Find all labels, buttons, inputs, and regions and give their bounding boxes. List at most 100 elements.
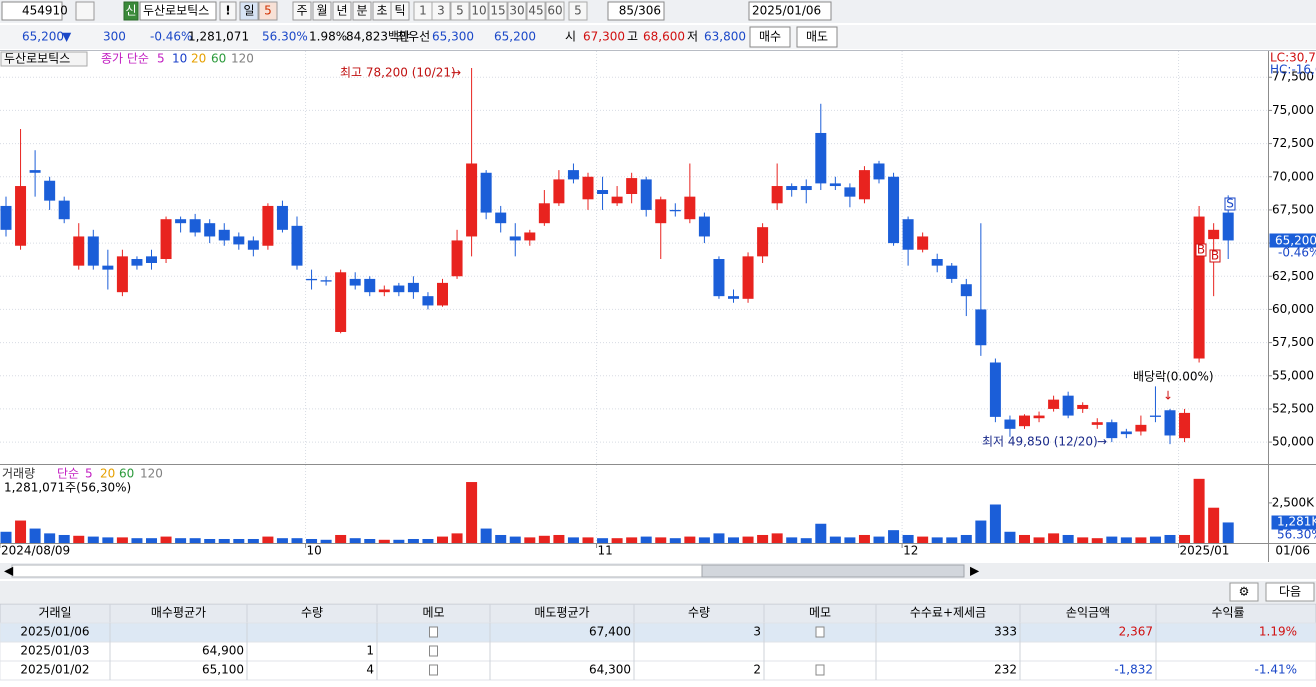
info-volume-ratio: 56.30% xyxy=(262,30,308,44)
y-tick-label: 72,500 xyxy=(1272,136,1314,150)
candle-body xyxy=(1077,404,1089,409)
volume-bar xyxy=(262,536,274,543)
interval-label: 1 xyxy=(419,4,427,18)
next-button[interactable] xyxy=(1265,582,1315,602)
volume-bar xyxy=(829,536,841,543)
signal-label: S xyxy=(1226,197,1234,211)
period-button[interactable] xyxy=(332,1,352,21)
candle-body xyxy=(1120,431,1132,435)
volume-bar xyxy=(858,534,870,543)
candle-body xyxy=(538,203,550,224)
candle-body xyxy=(247,240,259,250)
high-annotation: 최고 78,200 (10/21) xyxy=(340,66,456,80)
candle-body xyxy=(1149,415,1161,417)
settings-icon: ⚙ xyxy=(1239,585,1250,599)
volume-bar xyxy=(1164,534,1176,543)
candle-body xyxy=(276,205,288,230)
title-box xyxy=(0,51,88,67)
interval-label: 60 xyxy=(547,4,562,18)
settings-button[interactable] xyxy=(1229,582,1259,602)
cell-date: 2025/01/02 xyxy=(20,663,89,677)
candle-body xyxy=(320,280,332,282)
next-label: 다음 xyxy=(1279,585,1301,599)
volume-bar xyxy=(480,528,492,543)
candle-body xyxy=(858,170,870,200)
volume-bar xyxy=(407,538,419,543)
search-button[interactable] xyxy=(75,1,95,21)
cell: -1,832 xyxy=(1114,663,1153,677)
buy-label[interactable]: 매수 xyxy=(759,30,781,44)
interval-button[interactable] xyxy=(526,1,546,21)
volume-bar xyxy=(946,537,958,543)
y-tick-label: 62,500 xyxy=(1272,269,1314,283)
scroll-left[interactable]: ◀ xyxy=(4,564,14,578)
counter: 85/306 xyxy=(619,4,661,18)
sell-button[interactable] xyxy=(796,26,838,48)
column-header: 수량 xyxy=(688,606,710,620)
cell: 65,100 xyxy=(202,663,244,677)
candle-body xyxy=(800,186,812,191)
period-label: 5 xyxy=(264,4,272,18)
period-button[interactable] xyxy=(292,1,312,21)
candle-body xyxy=(640,179,652,210)
memo-icon[interactable] xyxy=(429,645,438,657)
scroll-right[interactable]: ▶ xyxy=(970,564,980,578)
sell-label[interactable]: 매도 xyxy=(806,30,828,44)
volume-bar xyxy=(567,537,579,543)
memo-icon[interactable] xyxy=(815,626,825,638)
volume-bar xyxy=(669,538,681,543)
alert-button[interactable] xyxy=(219,1,237,21)
cell: 4 xyxy=(366,663,374,677)
period-button[interactable] xyxy=(258,1,278,21)
candle-body xyxy=(742,256,754,299)
candle-body xyxy=(684,196,696,220)
volume-bar xyxy=(626,537,638,543)
candle-body xyxy=(509,236,521,241)
interval-button[interactable] xyxy=(507,1,527,21)
period-button[interactable] xyxy=(239,1,259,21)
interval-button[interactable] xyxy=(431,1,451,21)
period-button[interactable] xyxy=(312,1,332,21)
candle-body xyxy=(1062,395,1074,416)
period-button[interactable] xyxy=(390,1,410,21)
scroll-track[interactable] xyxy=(11,564,703,578)
volume-bar xyxy=(728,537,739,543)
volume-bar xyxy=(364,538,376,543)
candle-body xyxy=(146,256,157,263)
memo-icon[interactable] xyxy=(429,626,438,638)
info-high-label: 고 xyxy=(627,30,638,44)
cell: 64,900 xyxy=(202,644,244,658)
scroll-thumb[interactable] xyxy=(701,564,965,578)
interval-button[interactable] xyxy=(545,1,565,21)
name-field[interactable] xyxy=(139,1,217,21)
cell: 1.19% xyxy=(1259,625,1297,639)
volume-bar xyxy=(975,520,987,543)
candle-body xyxy=(262,205,274,246)
interval-button[interactable] xyxy=(488,1,508,21)
interval-button[interactable] xyxy=(469,1,489,21)
interval-button[interactable] xyxy=(450,1,470,21)
buy-button[interactable] xyxy=(749,26,791,48)
interval-label: 15 xyxy=(490,4,505,18)
volume-bar xyxy=(189,538,201,543)
candle-body xyxy=(713,259,725,297)
code-input[interactable] xyxy=(1,1,63,21)
volume-bar xyxy=(146,538,157,543)
y-tick-label: 52,500 xyxy=(1272,401,1314,415)
volume-bar xyxy=(931,537,943,543)
memo-icon[interactable] xyxy=(429,664,438,676)
volume-bar xyxy=(58,534,70,543)
memo-icon[interactable] xyxy=(815,664,825,676)
candle-body xyxy=(1033,415,1045,419)
info-turnover: 1.98% xyxy=(309,30,347,44)
interval-button[interactable] xyxy=(568,1,588,21)
candle-body xyxy=(888,176,900,244)
volume-bar xyxy=(116,537,128,543)
period-button[interactable] xyxy=(352,1,372,21)
interval-label: 45 xyxy=(528,4,543,18)
legend-item: 5 xyxy=(157,52,165,66)
volume-bar xyxy=(320,539,332,543)
date-field[interactable] xyxy=(748,1,832,21)
volume-bar xyxy=(989,504,1001,543)
volume-subtitle: 1,281,071주(56,30%) xyxy=(4,481,131,495)
